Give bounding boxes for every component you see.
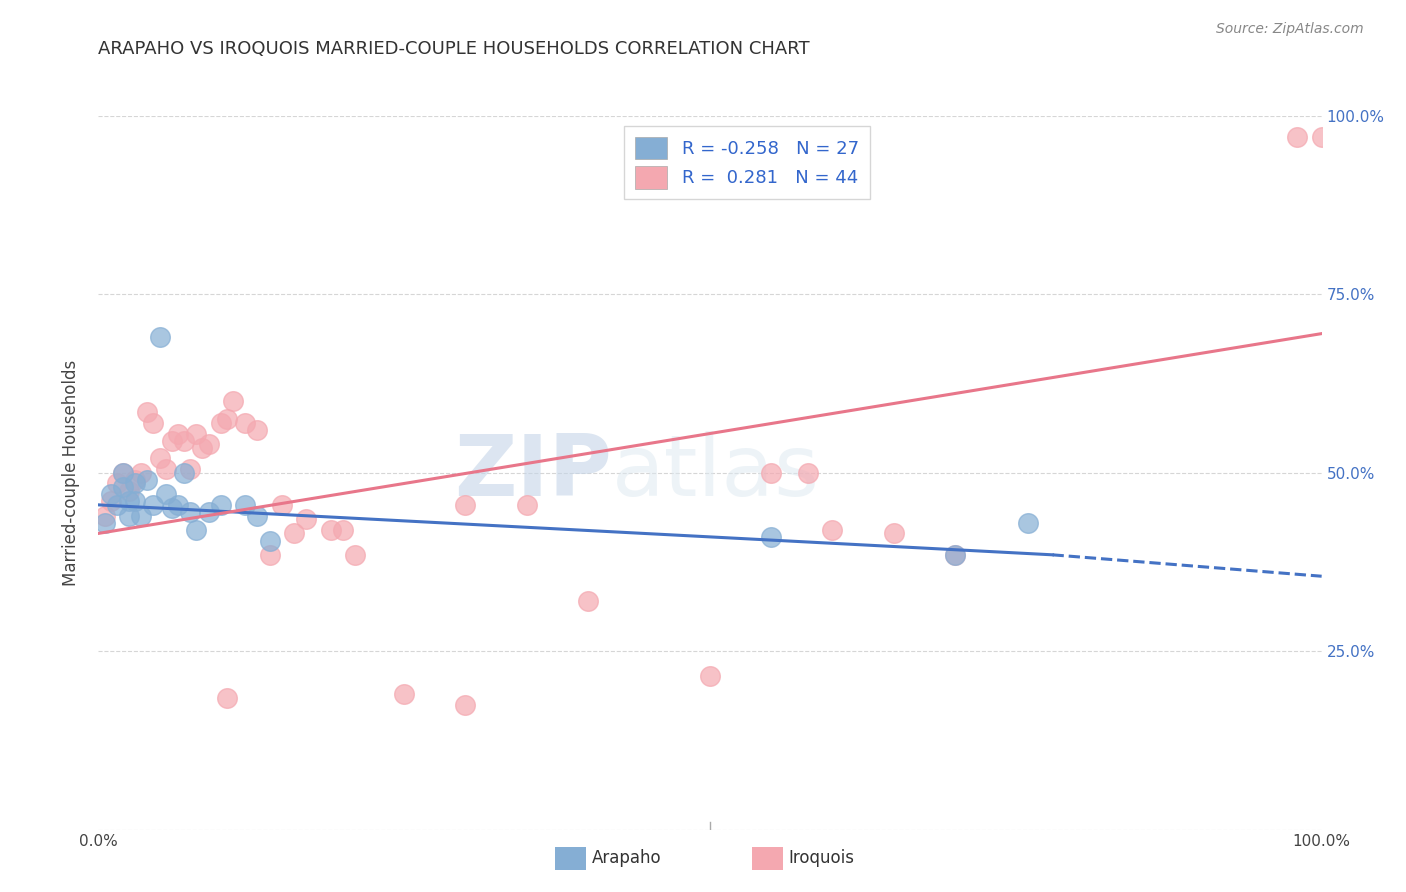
Point [197,437,219,451]
Point [1310,130,1333,145]
Point [186,426,208,441]
Point [124,473,146,487]
Text: ZIP: ZIP [454,431,612,515]
Point [699,669,721,683]
Point [105,476,128,491]
Point [215,412,238,426]
Text: Source: ZipAtlas.com: Source: ZipAtlas.com [1216,22,1364,37]
Point [155,462,177,476]
Point [124,494,146,508]
Point [259,533,281,548]
Point [344,548,367,562]
Point [222,394,245,409]
Point [1286,130,1309,145]
Point [454,498,477,512]
Point [246,423,269,437]
Point [179,462,201,476]
Point [149,451,172,466]
Point [160,501,183,516]
Point [124,476,146,491]
Point [761,466,783,480]
Point [100,487,122,501]
Legend: R = -0.258   N = 27, R =  0.281   N = 44: R = -0.258 N = 27, R = 0.281 N = 44 [624,127,869,199]
Point [283,526,305,541]
Point [155,487,177,501]
Text: Iroquois: Iroquois [789,849,855,867]
Point [129,508,152,523]
Point [149,330,172,344]
Point [105,498,128,512]
Point [136,473,159,487]
Point [173,434,195,448]
Point [209,498,232,512]
Point [215,690,238,705]
Point [576,594,599,608]
Point [943,548,966,562]
Point [173,466,195,480]
Point [883,526,905,541]
Point [160,434,183,448]
Text: ARAPAHO VS IROQUOIS MARRIED-COUPLE HOUSEHOLDS CORRELATION CHART: ARAPAHO VS IROQUOIS MARRIED-COUPLE HOUSE… [98,40,810,58]
Point [332,523,354,537]
Point [295,512,318,526]
Point [93,516,115,530]
Point [454,698,477,712]
Point [761,530,783,544]
Point [392,687,416,701]
Point [118,494,141,508]
Point [943,548,966,562]
Point [270,498,294,512]
Point [111,466,134,480]
Point [186,523,208,537]
Point [167,426,190,441]
Point [142,498,165,512]
Point [515,498,537,512]
Point [209,416,232,430]
Point [233,416,256,430]
Text: atlas: atlas [612,431,820,515]
Point [319,523,342,537]
Point [100,494,122,508]
Point [167,498,190,512]
Point [93,508,115,523]
Point [111,466,134,480]
Point [179,505,201,519]
Point [118,508,141,523]
Point [233,498,256,512]
Point [797,466,820,480]
Point [142,416,165,430]
Point [259,548,281,562]
Point [191,441,214,455]
Point [136,405,159,419]
Point [246,508,269,523]
Point [118,483,141,498]
Point [1017,516,1039,530]
Point [129,466,152,480]
Y-axis label: Married-couple Households: Married-couple Households [62,359,80,586]
Text: Arapaho: Arapaho [592,849,662,867]
Point [111,480,134,494]
Point [821,523,844,537]
Point [197,505,219,519]
